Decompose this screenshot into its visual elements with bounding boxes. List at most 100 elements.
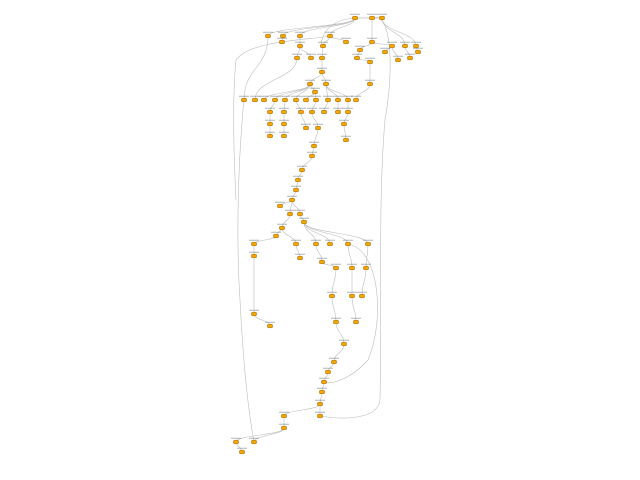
workflow-node[interactable] [285, 209, 295, 216]
workflow-node[interactable] [237, 447, 247, 455]
workflow-node[interactable] [319, 107, 329, 114]
workflow-node[interactable] [271, 231, 281, 238]
workflow-node[interactable] [295, 253, 305, 261]
workflow-node[interactable] [361, 263, 371, 271]
workflow-node[interactable] [315, 399, 325, 407]
workflow-node[interactable] [265, 107, 275, 114]
workflow-node[interactable] [306, 53, 316, 61]
workflow-node[interactable] [377, 13, 387, 21]
workflow-node[interactable] [301, 95, 311, 102]
workflow-node[interactable] [347, 291, 357, 299]
workflow-node[interactable] [275, 201, 285, 208]
workflow-node[interactable] [279, 423, 289, 431]
workflow-node[interactable] [341, 135, 351, 142]
workflow-node[interactable] [291, 185, 301, 192]
workflow-node[interactable] [311, 95, 321, 102]
workflow-node[interactable] [350, 13, 360, 21]
workflow-node[interactable] [307, 151, 317, 158]
workflow-node[interactable] [279, 411, 289, 419]
workflow-node[interactable] [279, 107, 289, 114]
workflow-node[interactable] [263, 31, 273, 39]
workflow-node[interactable] [317, 387, 327, 395]
workflow-node[interactable] [351, 95, 361, 102]
workflow-node[interactable] [329, 357, 339, 365]
workflow-node[interactable] [387, 41, 397, 49]
workflow-node[interactable] [380, 47, 390, 55]
workflow-node[interactable] [331, 263, 341, 271]
workflow-node[interactable] [321, 79, 331, 86]
workflow-node[interactable] [343, 95, 353, 102]
workflow-node[interactable] [287, 195, 297, 202]
workflow-node[interactable] [277, 37, 287, 45]
workflow-node[interactable] [352, 53, 362, 61]
workflow-node[interactable] [279, 119, 289, 126]
workflow-node[interactable] [259, 95, 269, 102]
workflow-node[interactable] [363, 239, 373, 246]
workflow-node[interactable] [311, 239, 321, 246]
workflow-node[interactable] [291, 239, 301, 246]
workflow-node[interactable] [339, 119, 349, 126]
workflow-node[interactable] [355, 45, 365, 53]
workflow-node[interactable] [347, 263, 357, 271]
workflow-node[interactable] [367, 37, 377, 45]
workflow-node[interactable] [333, 107, 343, 114]
workflow-node[interactable] [270, 95, 280, 102]
workflow-node[interactable] [295, 41, 305, 49]
workflow-node[interactable] [277, 223, 287, 230]
workflow-node[interactable] [327, 291, 337, 299]
workflow-node[interactable] [323, 95, 333, 102]
workflow-node[interactable] [313, 123, 323, 130]
workflow-node[interactable] [323, 367, 333, 375]
workflow-node[interactable] [333, 95, 343, 102]
workflow-node[interactable] [296, 107, 306, 114]
workflow-node[interactable] [400, 41, 410, 49]
workflow-node[interactable] [310, 87, 320, 94]
workflow-node[interactable] [343, 107, 353, 114]
workflow-node[interactable] [239, 95, 249, 102]
workflow-node[interactable] [405, 53, 415, 61]
workflow-node[interactable] [315, 411, 325, 419]
workflow-node[interactable] [393, 55, 403, 63]
workflow-node[interactable] [319, 377, 329, 385]
workflow-node[interactable] [351, 317, 361, 325]
workflow-node[interactable] [331, 317, 341, 325]
workflow-node[interactable] [325, 239, 335, 246]
workflow-node[interactable] [317, 257, 327, 265]
workflow-node[interactable] [318, 41, 328, 49]
workflow-node[interactable] [265, 321, 275, 329]
workflow-node[interactable] [411, 41, 421, 49]
workflow-node[interactable] [292, 53, 302, 61]
workflow-node[interactable] [279, 131, 289, 138]
workflow-node[interactable] [250, 95, 260, 102]
workflow-node[interactable] [295, 209, 305, 216]
workflow-node[interactable] [278, 31, 288, 39]
workflow-node[interactable] [365, 57, 375, 65]
workflow-node[interactable] [293, 175, 303, 182]
workflow-node[interactable] [325, 31, 335, 39]
workflow-node[interactable] [339, 339, 349, 347]
workflow-node[interactable] [413, 47, 423, 55]
workflow-node[interactable] [357, 291, 367, 299]
workflow-node[interactable] [231, 437, 241, 445]
workflow-node[interactable] [249, 309, 259, 317]
workflow-node[interactable] [341, 37, 351, 45]
workflow-node[interactable] [301, 123, 311, 130]
workflow-node[interactable] [307, 107, 317, 114]
workflow-node[interactable] [249, 437, 259, 445]
workflow-node[interactable] [309, 141, 319, 148]
workflow-node[interactable] [280, 95, 290, 102]
workflow-node[interactable] [343, 239, 353, 246]
workflow-node[interactable] [299, 217, 309, 224]
workflow-node[interactable] [265, 131, 275, 138]
workflow-node[interactable] [367, 13, 377, 21]
workflow-node[interactable] [249, 251, 259, 258]
workflow-node[interactable] [365, 79, 375, 86]
workflow-node[interactable] [249, 239, 259, 246]
workflow-node[interactable] [291, 95, 301, 102]
workflow-node[interactable] [265, 119, 275, 126]
workflow-node[interactable] [297, 165, 307, 172]
workflow-node[interactable] [317, 53, 327, 61]
workflow-node[interactable] [305, 79, 315, 86]
workflow-node[interactable] [317, 67, 327, 74]
workflow-node[interactable] [295, 31, 305, 39]
